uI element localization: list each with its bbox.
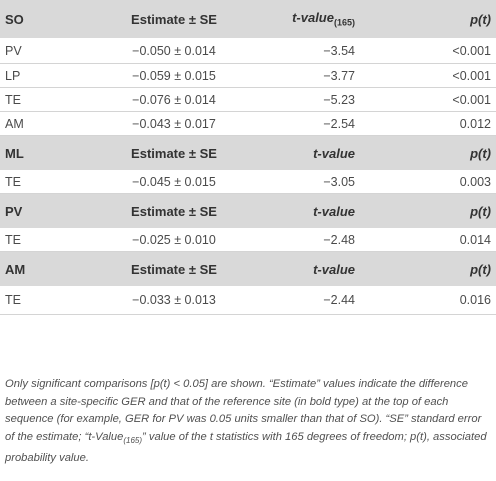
p-value-cell: <0.001 [397, 38, 496, 64]
p-value-cell: 0.003 [397, 170, 496, 194]
table-row: TE −0.025 ± 0.010 −2.48 0.014 [0, 228, 496, 252]
site-cell: TE [0, 87, 96, 112]
table-row: LP −0.059 ± 0.015 −3.77 <0.001 [0, 63, 496, 88]
reference-site-label: AM [0, 251, 96, 286]
t-value-cell: −3.05 [242, 170, 397, 194]
t-value-column-header: t-value [242, 193, 397, 228]
estimate-cell: −0.045 ± 0.015 [96, 170, 242, 194]
table-footnote: Only significant comparisons [p(t) < 0.0… [5, 376, 491, 467]
t-value-cell: −3.54 [242, 38, 397, 64]
t-value-column-header: t-value [242, 135, 397, 170]
p-value-cell: <0.001 [397, 63, 496, 88]
site-cell: LP [0, 63, 96, 88]
estimate-cell: −0.043 ± 0.017 [96, 111, 242, 136]
footnote-text-2: ” value of the t statistics with 165 deg… [5, 430, 487, 464]
p-value-column-header: p(t) [397, 193, 496, 228]
t-value-cell: −5.23 [242, 87, 397, 112]
reference-site-label: ML [0, 135, 96, 170]
estimate-column-header: Estimate ± SE [96, 0, 242, 38]
site-cell: AM [0, 111, 96, 136]
site-cell: PV [0, 38, 96, 64]
site-cell: TE [0, 228, 96, 252]
results-table: SO Estimate ± SE t-value(165) p(t) PV −0… [0, 0, 496, 315]
table-row: PV −0.050 ± 0.014 −3.54 <0.001 [0, 38, 496, 64]
estimate-column-header: Estimate ± SE [96, 251, 242, 286]
p-value-cell: <0.001 [397, 87, 496, 112]
footnote-subscript: (165) [123, 436, 143, 446]
section-header-pv: PV Estimate ± SE t-value p(t) [0, 193, 496, 228]
table-row: TE −0.045 ± 0.015 −3.05 0.003 [0, 170, 496, 194]
footnote-text-1: Only significant comparisons [p(t) < 0.0… [5, 378, 482, 443]
t-value-cell: −2.48 [242, 228, 397, 252]
t-value-cell: −3.77 [242, 63, 397, 88]
estimate-cell: −0.050 ± 0.014 [96, 38, 242, 64]
p-value-column-header: p(t) [397, 135, 496, 170]
estimate-cell: −0.059 ± 0.015 [96, 63, 242, 88]
t-value-header-subscript: (165) [333, 17, 355, 28]
reference-site-label: PV [0, 193, 96, 228]
section-header-am: AM Estimate ± SE t-value p(t) [0, 251, 496, 286]
estimate-column-header: Estimate ± SE [96, 135, 242, 170]
reference-site-label: SO [0, 0, 96, 38]
t-value-column-header: t-value [242, 251, 397, 286]
t-value-cell: −2.54 [242, 111, 397, 136]
site-cell: TE [0, 170, 96, 194]
estimate-cell: −0.033 ± 0.013 [96, 286, 242, 315]
p-value-column-header: p(t) [397, 0, 496, 38]
site-cell: TE [0, 286, 96, 315]
t-value-header-text: t-value [292, 10, 334, 26]
t-value-cell: −2.44 [242, 286, 397, 315]
t-value-column-header: t-value(165) [242, 0, 397, 38]
table-row: AM −0.043 ± 0.017 −2.54 0.012 [0, 111, 496, 136]
estimate-cell: −0.076 ± 0.014 [96, 87, 242, 112]
p-value-column-header: p(t) [397, 251, 496, 286]
section-header-so: SO Estimate ± SE t-value(165) p(t) [0, 0, 496, 38]
p-value-cell: 0.014 [397, 228, 496, 252]
p-value-cell: 0.016 [397, 286, 496, 315]
p-value-cell: 0.012 [397, 111, 496, 136]
table-row: TE −0.076 ± 0.014 −5.23 <0.001 [0, 87, 496, 112]
estimate-cell: −0.025 ± 0.010 [96, 228, 242, 252]
section-header-ml: ML Estimate ± SE t-value p(t) [0, 135, 496, 170]
estimate-column-header: Estimate ± SE [96, 193, 242, 228]
table-row: TE −0.033 ± 0.013 −2.44 0.016 [0, 286, 496, 315]
